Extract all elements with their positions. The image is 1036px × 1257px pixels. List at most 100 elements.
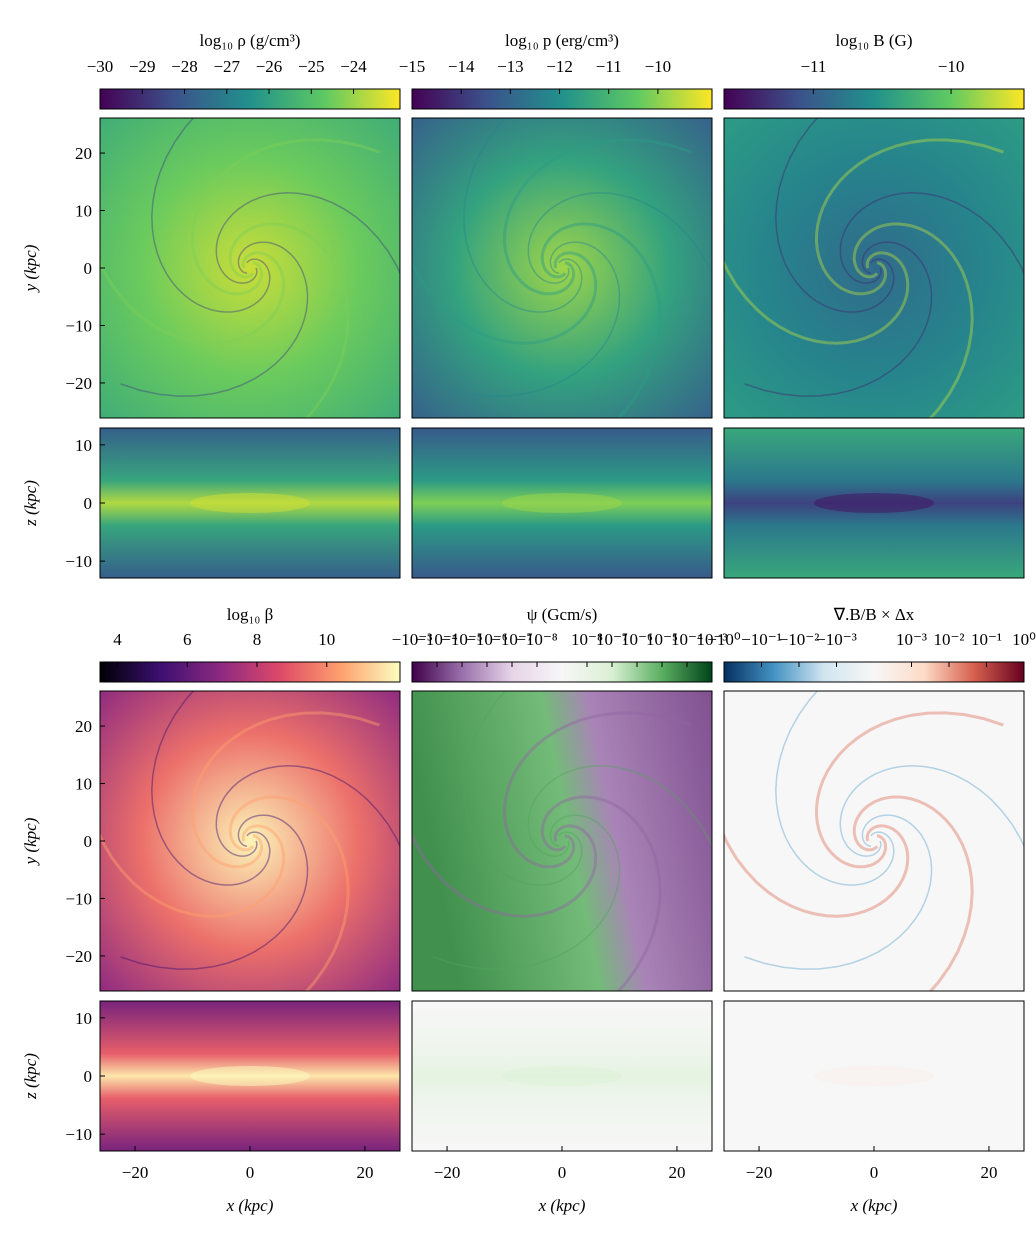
colorbar-tick-label: 10⁻⁶ [621, 630, 653, 649]
y-tick-label: 0 [84, 832, 93, 851]
spiral-arm [527, 192, 712, 284]
colorbar-label: log₁₀ ρ (g/cm³) [200, 31, 301, 50]
colorbar-tick-label: −10⁻⁸ [516, 630, 558, 649]
y-axis-label: y (kpc) [21, 817, 40, 866]
x-tick-label: 20 [980, 1163, 997, 1182]
spiral-arm [839, 192, 1024, 284]
spiral-arms [412, 118, 712, 418]
y-tick-label: −10 [65, 316, 92, 335]
colorbar-tick-label: −13 [497, 57, 524, 76]
x-tick-label: −20 [434, 1163, 461, 1182]
face-on-image [724, 118, 1024, 418]
spiral-arms [412, 691, 712, 991]
colorbar [723, 88, 1025, 110]
face-on-image [412, 118, 712, 418]
spiral-arm [744, 814, 933, 970]
x-axis-label: x (kpc) [538, 1196, 586, 1215]
y-tick-label: 0 [84, 494, 93, 513]
colorbar-tick-label: 10⁻² [933, 630, 964, 649]
disk-core [502, 1066, 622, 1086]
y-tick-label: 20 [75, 144, 92, 163]
colorbar-tick-label: 10⁻³ [696, 630, 727, 649]
colorbar-tick-label: −26 [256, 57, 283, 76]
colorbar-label: ∇.B/B × Δx [833, 605, 915, 624]
spiral-arm [775, 691, 895, 886]
colorbar [99, 661, 401, 683]
y-tick-label: 0 [84, 1067, 93, 1086]
colorbar-tick-label: 8 [253, 630, 262, 649]
panel-frame [411, 117, 713, 419]
spiral-arm [814, 138, 1004, 296]
spiral-arm [228, 795, 350, 991]
y-tick-label: 20 [75, 717, 92, 736]
colorbar-tick-label: 10⁻⁷ [596, 630, 628, 649]
spiral-arm [151, 691, 271, 886]
spiral-arms [724, 691, 1024, 991]
colorbar-tick-label: 10 [318, 630, 335, 649]
disk-core [190, 493, 310, 513]
spiral-arm [190, 138, 380, 296]
colorbar-tick-label: 6 [183, 630, 192, 649]
colorbar-tick-label: −11 [800, 57, 826, 76]
colorbar-tick-label: −10⁻³ [392, 630, 433, 649]
y-tick-label: 0 [84, 259, 93, 278]
spiral-arm [463, 118, 583, 313]
colorbar-tick-label: 4 [113, 630, 122, 649]
x-tick-label: −20 [122, 1163, 149, 1182]
spiral-arms [100, 118, 400, 418]
colorbar-tick-label: −25 [298, 57, 325, 76]
colorbar [723, 661, 1025, 683]
spiral-arm [412, 824, 598, 918]
colorbar-tick-label: −10⁻⁶ [466, 630, 508, 649]
spiral-arm [432, 814, 621, 970]
spiral-arm [151, 118, 271, 313]
colorbar-tick-label: −10⁻⁷ [491, 630, 533, 649]
x-tick-label: 0 [870, 1163, 879, 1182]
disk-core [190, 1066, 310, 1086]
y-tick-label: 10 [75, 436, 92, 455]
y-tick-label: −20 [65, 947, 92, 966]
y-tick-label: −10 [65, 889, 92, 908]
colorbar-tick-label: 10⁻⁴ [671, 630, 703, 649]
colorbar-tick-label: −10 [938, 57, 965, 76]
y-axis-label: y (kpc) [21, 244, 40, 293]
face-on-image [412, 691, 712, 991]
panel-frame [411, 690, 713, 992]
y-tick-label: −10 [65, 1125, 92, 1144]
colorbar [411, 88, 713, 110]
colorbar-label: log₁₀ β [227, 605, 273, 624]
spiral-arms [724, 118, 1024, 418]
y-tick-label: −10 [65, 552, 92, 571]
colorbar [99, 88, 401, 110]
colorbar-label: log₁₀ p (erg/cm³) [505, 31, 619, 50]
colorbar-tick-label: 10⁰ [1012, 630, 1036, 649]
colorbar-tick-label: 10⁻⁵ [646, 630, 678, 649]
panel-frame [723, 117, 1025, 419]
colorbar-tick-label: −10⁻¹ [741, 630, 782, 649]
spiral-arm [839, 765, 1024, 857]
spiral-arm [502, 138, 692, 296]
spiral-arm [412, 251, 598, 345]
colorbar-tick-label: −29 [129, 57, 156, 76]
spiral-arms [100, 691, 400, 991]
x-tick-label: 0 [246, 1163, 255, 1182]
x-tick-label: 0 [558, 1163, 567, 1182]
face-on-image [100, 691, 400, 991]
colorbar-tick-label: −10 [645, 57, 672, 76]
colorbar-tick-label: −30 [87, 57, 114, 76]
spiral-arm [775, 118, 895, 313]
panel-frame [723, 427, 1025, 579]
spiral-arm [215, 192, 400, 284]
spiral-arm [463, 691, 583, 886]
x-tick-label: 20 [356, 1163, 373, 1182]
spiral-arm [120, 241, 309, 397]
spiral-arm [432, 241, 621, 397]
colorbar-tick-label: −10⁰ [707, 630, 741, 649]
colorbar-tick-label: −10⁻² [779, 630, 820, 649]
y-tick-label: 10 [75, 775, 92, 794]
colorbar-tick-label: 10⁻⁸ [571, 630, 603, 649]
spiral-arm [724, 824, 910, 918]
colorbar-tick-label: 10⁻¹ [971, 630, 1002, 649]
colorbar-tick-label: −10⁻⁵ [441, 630, 483, 649]
